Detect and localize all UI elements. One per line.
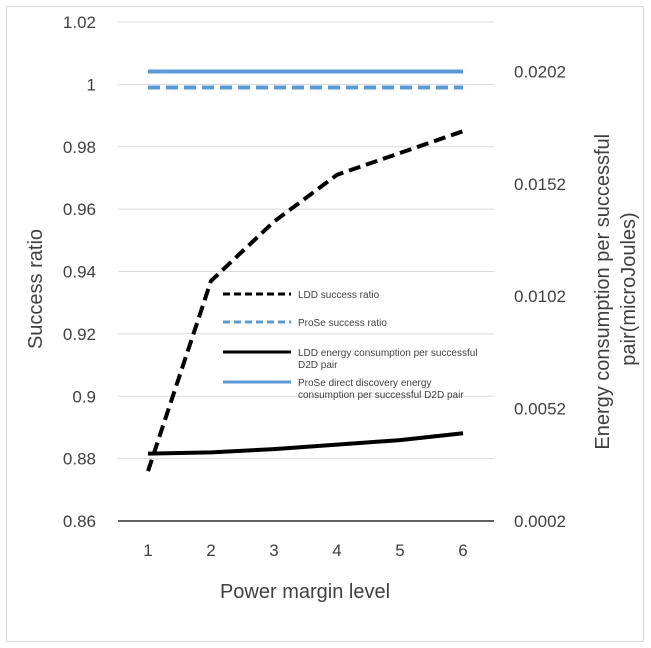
y-axis-title: Success ratio bbox=[25, 229, 47, 349]
x-tick-label: 2 bbox=[206, 541, 215, 560]
legend-label-4: consumption per successful D2D pair bbox=[298, 390, 464, 401]
x-axis-title: Power margin level bbox=[220, 581, 390, 603]
legend-label-3: LDD energy consumption per successful bbox=[298, 348, 478, 359]
y-tick-label: 0.96 bbox=[63, 200, 96, 219]
y2-tick-label: 0.0102 bbox=[514, 287, 566, 306]
chart-frame bbox=[6, 6, 644, 642]
y2-tick-label: 0.0152 bbox=[514, 175, 566, 194]
legend-label-4: ProSe direct discovery energy bbox=[298, 378, 431, 389]
y2-axis-title-line-2: pair(microJoules) bbox=[618, 212, 640, 365]
y2-axis-title: Energy consumption per successful pair(m… bbox=[592, 128, 640, 449]
y-tick-label: 0.86 bbox=[63, 512, 96, 531]
gridlines bbox=[118, 21, 494, 522]
y-tick-label: 0.9 bbox=[72, 387, 96, 406]
x-tick-label: 5 bbox=[395, 541, 404, 560]
legend: LDD success ratio ProSe success ratio LDD … bbox=[223, 290, 478, 401]
y2-axis-ticks: 0.0002 0.0052 0.0102 0.0152 0.0202 bbox=[514, 62, 566, 531]
x-axis-ticks: 1 2 3 4 5 6 bbox=[143, 541, 467, 560]
x-tick-label: 6 bbox=[458, 541, 467, 560]
y-tick-label: 0.88 bbox=[63, 450, 96, 469]
x-tick-label: 1 bbox=[143, 541, 152, 560]
x-tick-label: 3 bbox=[269, 541, 278, 560]
y2-tick-label: 0.0202 bbox=[514, 62, 566, 81]
legend-label-3: D2D pair bbox=[298, 360, 338, 371]
y-tick-label: 0.98 bbox=[63, 138, 96, 157]
y-tick-label: 0.92 bbox=[63, 325, 96, 344]
y2-axis-title-line-1: Energy consumption per successful bbox=[592, 134, 614, 450]
x-tick-label: 4 bbox=[332, 541, 341, 560]
legend-label-1: LDD success ratio bbox=[298, 290, 380, 301]
y2-tick-label: 0.0052 bbox=[514, 400, 566, 419]
series-line-3 bbox=[147, 431, 464, 456]
y2-tick-label: 0.0002 bbox=[514, 512, 566, 531]
y-axis-ticks: 0.86 0.88 0.9 0.92 0.94 0.96 0.98 1 1.02 bbox=[63, 13, 96, 531]
series-lines bbox=[146, 69, 464, 472]
y-tick-label: 0.94 bbox=[63, 263, 96, 282]
legend-label-2: ProSe success ratio bbox=[298, 318, 387, 329]
y-tick-label: 1 bbox=[87, 75, 96, 94]
series-line-1 bbox=[146, 129, 464, 472]
y-tick-label: 1.02 bbox=[63, 13, 96, 32]
